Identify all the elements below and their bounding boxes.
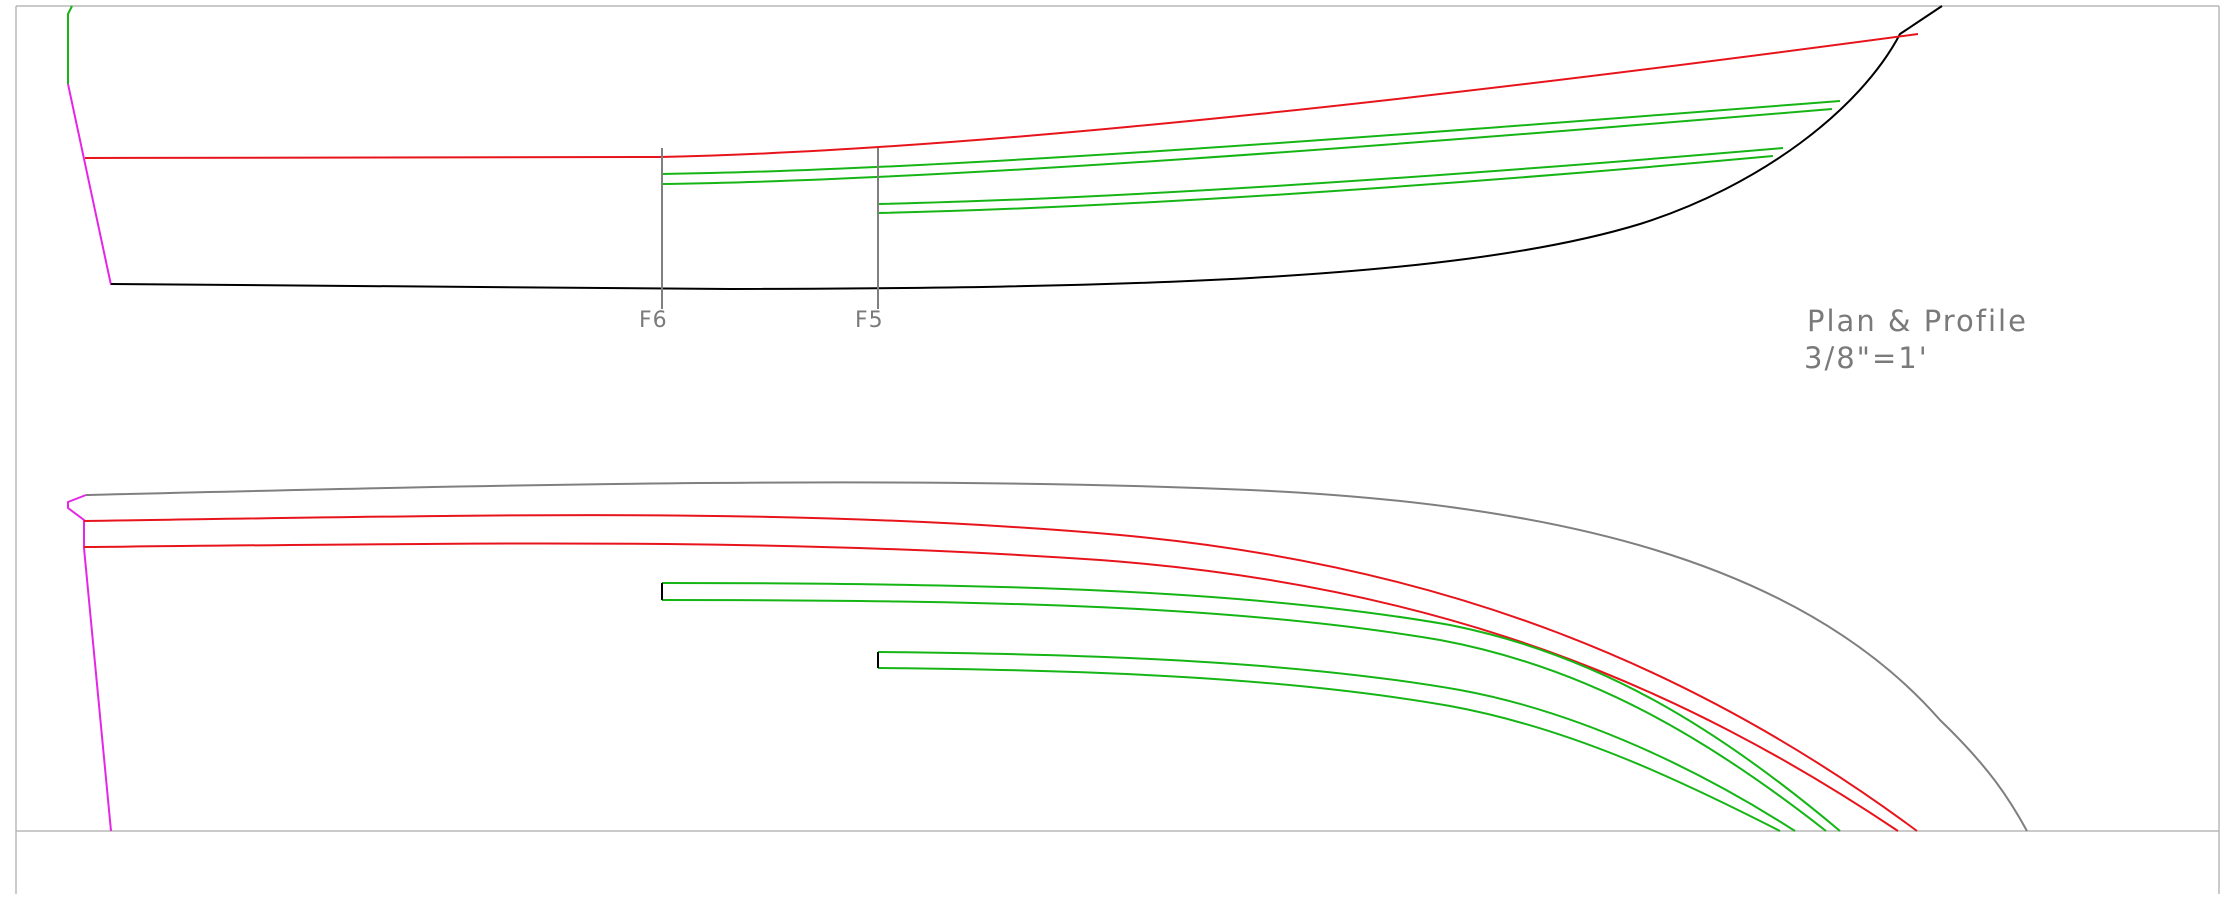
plan-stringer-lower-b — [877, 667, 1781, 832]
profile-transom-line — [67, 83, 112, 286]
plan-view — [67, 481, 2028, 832]
plan-sheer-line-b — [83, 542, 1899, 832]
sheet-frame — [15, 5, 2220, 894]
plan-stringer-upper-b — [661, 599, 1827, 832]
profile-stem-line — [67, 5, 73, 84]
profile-keel-line — [110, 5, 1943, 291]
plan-hull-outline — [85, 481, 2028, 832]
plan-stringer-upper-a — [661, 582, 1841, 832]
profile-stringer-upper-a — [661, 100, 1841, 175]
station-label-f6: F6 — [639, 308, 668, 333]
station-label-f5: F5 — [855, 308, 884, 333]
profile-sheer-line — [84, 33, 1919, 159]
plan-stringer-lower-a — [877, 651, 1796, 832]
profile-stringer-lower-a — [877, 147, 1784, 205]
drawing-scale: 3/8"=1' — [1804, 341, 1929, 375]
profile-view: F6 F5 — [67, 5, 1943, 333]
profile-stringer-upper-b — [661, 108, 1833, 185]
profile-stringer-lower-b — [877, 155, 1774, 214]
plan-transom-line — [67, 494, 112, 832]
drawing-title: Plan & Profile — [1807, 304, 2028, 338]
plan-sheer-line-a — [83, 514, 1918, 832]
title-block: Plan & Profile 3/8"=1' — [1804, 304, 2028, 375]
